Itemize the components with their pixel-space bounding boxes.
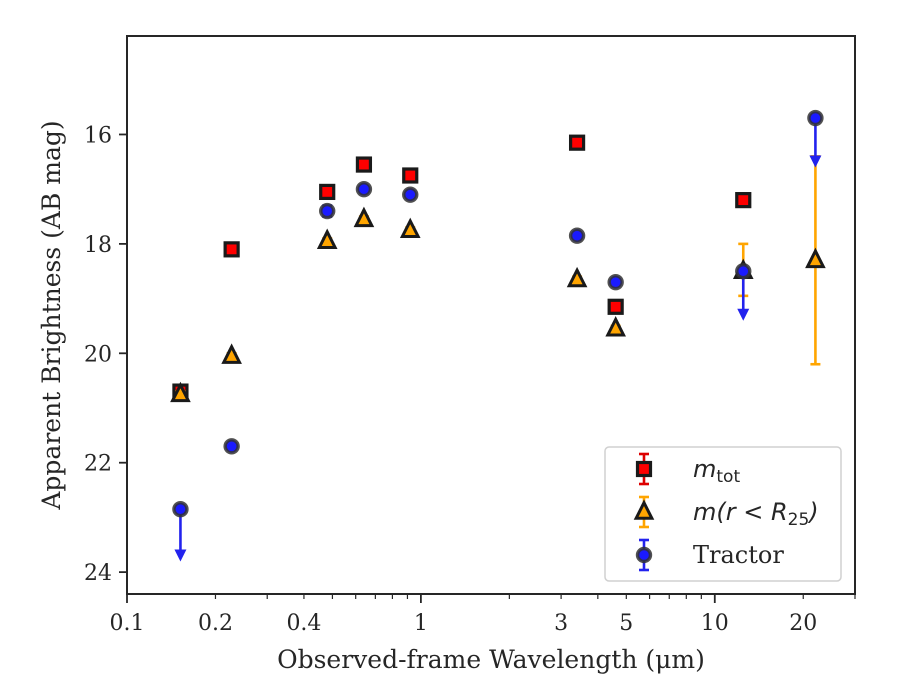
x-tick-label: 0.4 (286, 611, 321, 636)
circle-point (319, 202, 336, 220)
square-point (355, 156, 373, 173)
circle-limit-arrowhead (809, 155, 822, 168)
circle-point (735, 263, 752, 280)
legend-square-label: mtot (693, 455, 740, 487)
circle-point (568, 227, 586, 244)
y-tick-label: 16 (84, 123, 112, 148)
triangle-point (170, 381, 191, 403)
legend-circle-label: Tractor (693, 541, 784, 569)
x-tick-label: 0.1 (110, 611, 145, 636)
y-tick-label: 18 (84, 233, 112, 258)
x-tick-label: 5 (619, 611, 633, 636)
circle-point (607, 273, 624, 291)
circle-limit-arrowhead (174, 549, 187, 562)
circle-point (807, 109, 824, 127)
x-tick-label: 1 (414, 611, 428, 636)
circle-point (402, 186, 419, 203)
square-point (568, 134, 586, 151)
square-point (319, 183, 336, 201)
triangle-point (566, 266, 588, 288)
circle-point (223, 438, 240, 455)
square-point (735, 192, 752, 209)
legend-box (604, 446, 842, 582)
triangle-point (605, 316, 626, 337)
y-tick-label: 20 (84, 342, 112, 367)
legend-triangle-marker (633, 499, 655, 520)
circle-limit-arrowhead (737, 308, 750, 321)
square-point (402, 167, 419, 184)
triangle-point (221, 343, 242, 364)
legend: mtot m(r < R25) Tractor (604, 446, 842, 582)
x-axis-label: Observed-frame Wavelength (μm) (277, 645, 705, 674)
circle-point (172, 501, 189, 518)
circle-point (355, 180, 373, 198)
legend-square-marker (635, 460, 653, 478)
triangle-point (399, 217, 421, 239)
y-axis-label: Apparent Brightness (AB mag) (37, 120, 66, 510)
y-tick-label: 22 (84, 452, 112, 477)
legend-triangle-label: m(r < R25) (693, 498, 819, 530)
x-tick-label: 20 (789, 611, 817, 636)
square-point (223, 241, 240, 258)
triangle-point (805, 247, 826, 269)
legend-circle-marker (635, 546, 653, 564)
plot-frame (126, 35, 856, 595)
plot-data (170, 109, 826, 562)
x-tick-label: 0.2 (198, 611, 233, 636)
square-point (607, 298, 624, 315)
x-tick-label: 10 (701, 611, 729, 636)
triangle-point (353, 206, 375, 228)
x-tick-label: 3 (554, 611, 568, 636)
axis-ticks: 0.1 0.2 0.4 1 3 5 10 20 16 18 20 22 24 (84, 123, 856, 636)
y-tick-label: 24 (84, 561, 112, 586)
triangle-point (316, 228, 338, 249)
